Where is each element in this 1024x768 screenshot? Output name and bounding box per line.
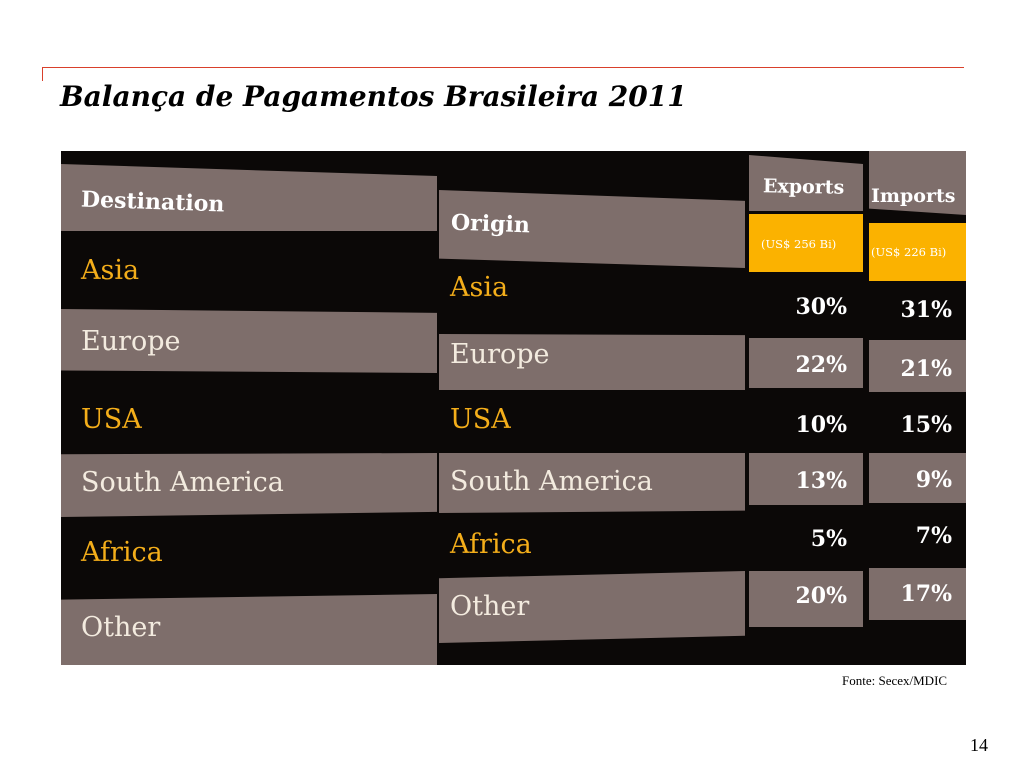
imports-band-row6 <box>869 568 966 620</box>
exports-value: 20% <box>795 583 847 609</box>
exports-value: 13% <box>795 468 847 494</box>
imports-value: 15% <box>900 412 952 438</box>
origin-label: Africa <box>450 529 532 560</box>
destination-label: Asia <box>81 255 140 286</box>
exports-header-band <box>749 155 863 211</box>
imports-band-row2 <box>869 340 966 392</box>
balance-table: (US$ 256 Bi) (US$ 226 Bi) Destination Or… <box>61 151 966 665</box>
origin-band-europe <box>439 334 745 390</box>
exports-band-row2 <box>749 338 863 388</box>
exports-unit: (US$ 256 Bi) <box>761 237 837 251</box>
imports-value: 31% <box>900 297 952 323</box>
imports-unit-box <box>869 223 966 281</box>
page-number: 14 <box>970 735 988 755</box>
origin-label: USA <box>450 404 511 435</box>
destination-label: Africa <box>81 537 163 568</box>
exports-band-row6 <box>749 571 863 627</box>
imports-value: 7% <box>915 523 952 549</box>
imports-band-row4 <box>869 453 966 503</box>
destination-label: Europe <box>81 326 181 357</box>
destination-band-other <box>61 594 437 665</box>
origin-header-band <box>439 190 745 268</box>
destination-label: Other <box>81 612 161 643</box>
exports-band-row4 <box>749 453 863 505</box>
origin-band-south-america <box>439 453 745 513</box>
origin-label: Europe <box>450 339 550 370</box>
exports-value: 10% <box>795 412 847 438</box>
destination-band-south-america <box>61 453 437 517</box>
exports-value: 22% <box>795 352 847 378</box>
destination-header-band <box>61 164 437 231</box>
title-rule <box>42 67 964 68</box>
origin-label: South America <box>450 466 653 497</box>
destination-band-europe <box>61 309 437 373</box>
imports-unit: (US$ 226 Bi) <box>871 245 947 259</box>
source-note: Fonte: Secex/MDIC <box>842 673 948 688</box>
origin-header: Origin <box>450 209 531 239</box>
exports-value: 5% <box>810 526 847 552</box>
exports-header: Exports <box>762 175 845 199</box>
origin-label: Other <box>450 591 530 622</box>
destination-header: Destination <box>80 186 225 218</box>
origin-band-other <box>439 571 745 643</box>
imports-value: 21% <box>900 356 952 382</box>
destination-label: USA <box>81 404 142 435</box>
origin-label: Asia <box>450 272 509 303</box>
exports-value: 30% <box>795 294 847 320</box>
destination-label: South America <box>81 467 284 498</box>
imports-value: 9% <box>915 467 952 493</box>
exports-unit-box <box>749 214 863 272</box>
slide-title: Balança de Pagamentos Brasileira 2011 <box>60 80 687 113</box>
title-rule-tick <box>42 67 43 81</box>
imports-header-band <box>869 151 966 215</box>
imports-value: 17% <box>900 581 952 607</box>
imports-header: Imports <box>871 185 956 207</box>
